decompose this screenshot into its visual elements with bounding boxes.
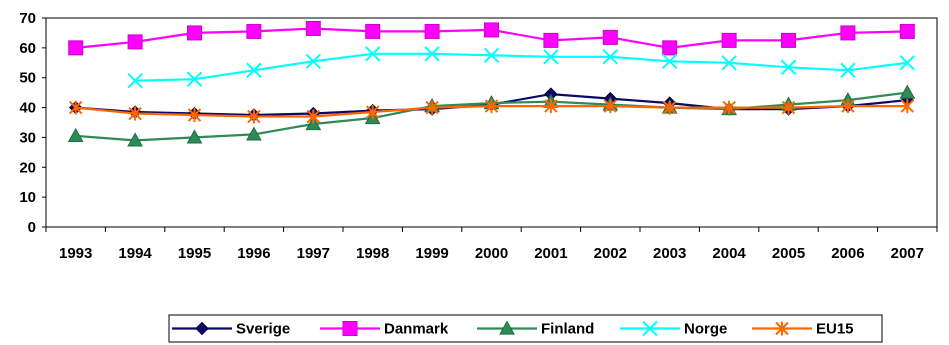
- x-tick-label: 2002: [594, 245, 627, 262]
- legend-item-finland: Finland: [477, 320, 594, 338]
- data-point-norge: [840, 62, 856, 78]
- data-point-eu15: [187, 108, 202, 123]
- data-point-norge: [543, 49, 559, 65]
- data-point-norge: [602, 49, 619, 65]
- series-eu15: [68, 99, 915, 124]
- data-point-norge: [661, 53, 678, 70]
- data-point-danmark: [365, 23, 381, 39]
- series-group: [67, 20, 916, 147]
- data-point-eu15: [662, 100, 677, 115]
- legend-item-norge: Norge: [620, 321, 727, 338]
- data-point-finland: [67, 127, 84, 143]
- x-tick-label: 1996: [237, 245, 270, 262]
- y-tick-label: 50: [19, 70, 36, 87]
- data-point-norge: [780, 59, 797, 75]
- data-point-norge: [127, 72, 143, 89]
- data-point-eu15: [425, 100, 439, 115]
- data-point-norge: [721, 55, 737, 71]
- y-tick-label: 70: [19, 10, 36, 27]
- legend-label-danmark: Danmark: [384, 321, 449, 338]
- data-point-eu15: [68, 100, 83, 115]
- data-point-eu15: [722, 100, 736, 115]
- data-point-danmark: [68, 40, 84, 56]
- data-point-eu15: [900, 99, 915, 114]
- legend-item-danmark: Danmark: [320, 321, 449, 338]
- series-norge: [127, 46, 916, 89]
- data-point-norge: [364, 46, 381, 62]
- data-point-eu15: [247, 109, 261, 124]
- data-point-norge: [424, 46, 440, 62]
- x-tick-label: 1994: [118, 245, 152, 262]
- y-tick-label: 60: [19, 40, 36, 57]
- legend-marker-eu15: [775, 321, 789, 336]
- x-tick-label: 1998: [356, 245, 389, 262]
- data-point-danmark: [781, 32, 796, 48]
- data-point-eu15: [128, 106, 142, 121]
- x-tick-label: 1995: [178, 245, 211, 262]
- data-point-norge: [186, 71, 203, 87]
- data-point-norge: [305, 53, 322, 70]
- data-point-danmark: [484, 22, 499, 38]
- data-point-danmark: [840, 25, 856, 41]
- legend-label-norge: Norge: [684, 321, 727, 338]
- legend-marker-finland: [499, 320, 515, 335]
- data-point-danmark: [187, 25, 202, 41]
- series-danmark: [68, 20, 915, 56]
- data-point-danmark: [424, 23, 440, 39]
- data-point-danmark: [662, 40, 678, 56]
- plot-area: [45, 17, 938, 228]
- y-tick-label: 30: [19, 129, 36, 146]
- data-point-danmark: [305, 20, 321, 36]
- data-point-norge: [483, 47, 500, 64]
- y-tick-label: 40: [19, 100, 36, 117]
- x-tick-label: 1997: [297, 245, 330, 262]
- data-point-finland: [899, 84, 916, 99]
- data-point-danmark: [602, 29, 618, 45]
- data-point-eu15: [365, 105, 380, 120]
- data-point-eu15: [306, 109, 321, 124]
- data-point-eu15: [544, 99, 558, 114]
- x-tick-label: 1993: [59, 245, 92, 262]
- data-point-norge: [899, 55, 916, 71]
- legend-label-finland: Finland: [541, 321, 594, 338]
- x-tick-label: 2001: [534, 245, 567, 262]
- x-tick-label: 2003: [653, 245, 686, 262]
- legend: Sverige Danmark Finland Norge EU15: [168, 314, 883, 343]
- plot-border: [45, 17, 938, 228]
- x-tick-label: 2004: [712, 245, 746, 262]
- y-tick-label: 20: [19, 159, 36, 176]
- series-line-norge: [135, 52, 908, 82]
- x-tick-label: 2000: [475, 245, 508, 262]
- legend-marker-danmark: [342, 321, 358, 336]
- data-point-eu15: [781, 100, 796, 115]
- data-point-danmark: [721, 32, 737, 48]
- data-point-finland: [246, 126, 262, 141]
- data-point-danmark: [127, 34, 143, 50]
- legend-label-sverige: Sverige: [236, 321, 290, 338]
- legend-label-eu15: EU15: [816, 321, 854, 338]
- data-point-danmark: [246, 23, 262, 39]
- data-point-eu15: [603, 99, 618, 114]
- legend-item-eu15: EU15: [752, 321, 854, 338]
- data-point-danmark: [543, 32, 559, 48]
- data-point-finland: [186, 129, 203, 144]
- data-point-danmark: [899, 23, 915, 39]
- y-tick-label: 0: [28, 219, 36, 236]
- x-tick-label: 2007: [891, 245, 924, 262]
- y-axis: 0 10 20 30 40 50 60 70: [19, 10, 46, 236]
- data-point-norge: [246, 62, 262, 78]
- x-tick-label: 1999: [415, 245, 448, 262]
- x-tick-label: 2005: [772, 245, 805, 262]
- x-tick-label: 2006: [831, 245, 864, 262]
- legend-marker-norge: [642, 320, 658, 337]
- data-point-eu15: [484, 99, 499, 114]
- legend-item-sverige: Sverige: [172, 321, 290, 338]
- y-tick-label: 10: [19, 189, 36, 206]
- data-point-eu15: [841, 99, 855, 114]
- legend-marker-sverige: [195, 321, 209, 336]
- data-point-finland: [127, 132, 143, 147]
- x-axis: 1993 1994 1995 1996 1997 1998 1999 2000 2001 2002…: [45, 227, 938, 262]
